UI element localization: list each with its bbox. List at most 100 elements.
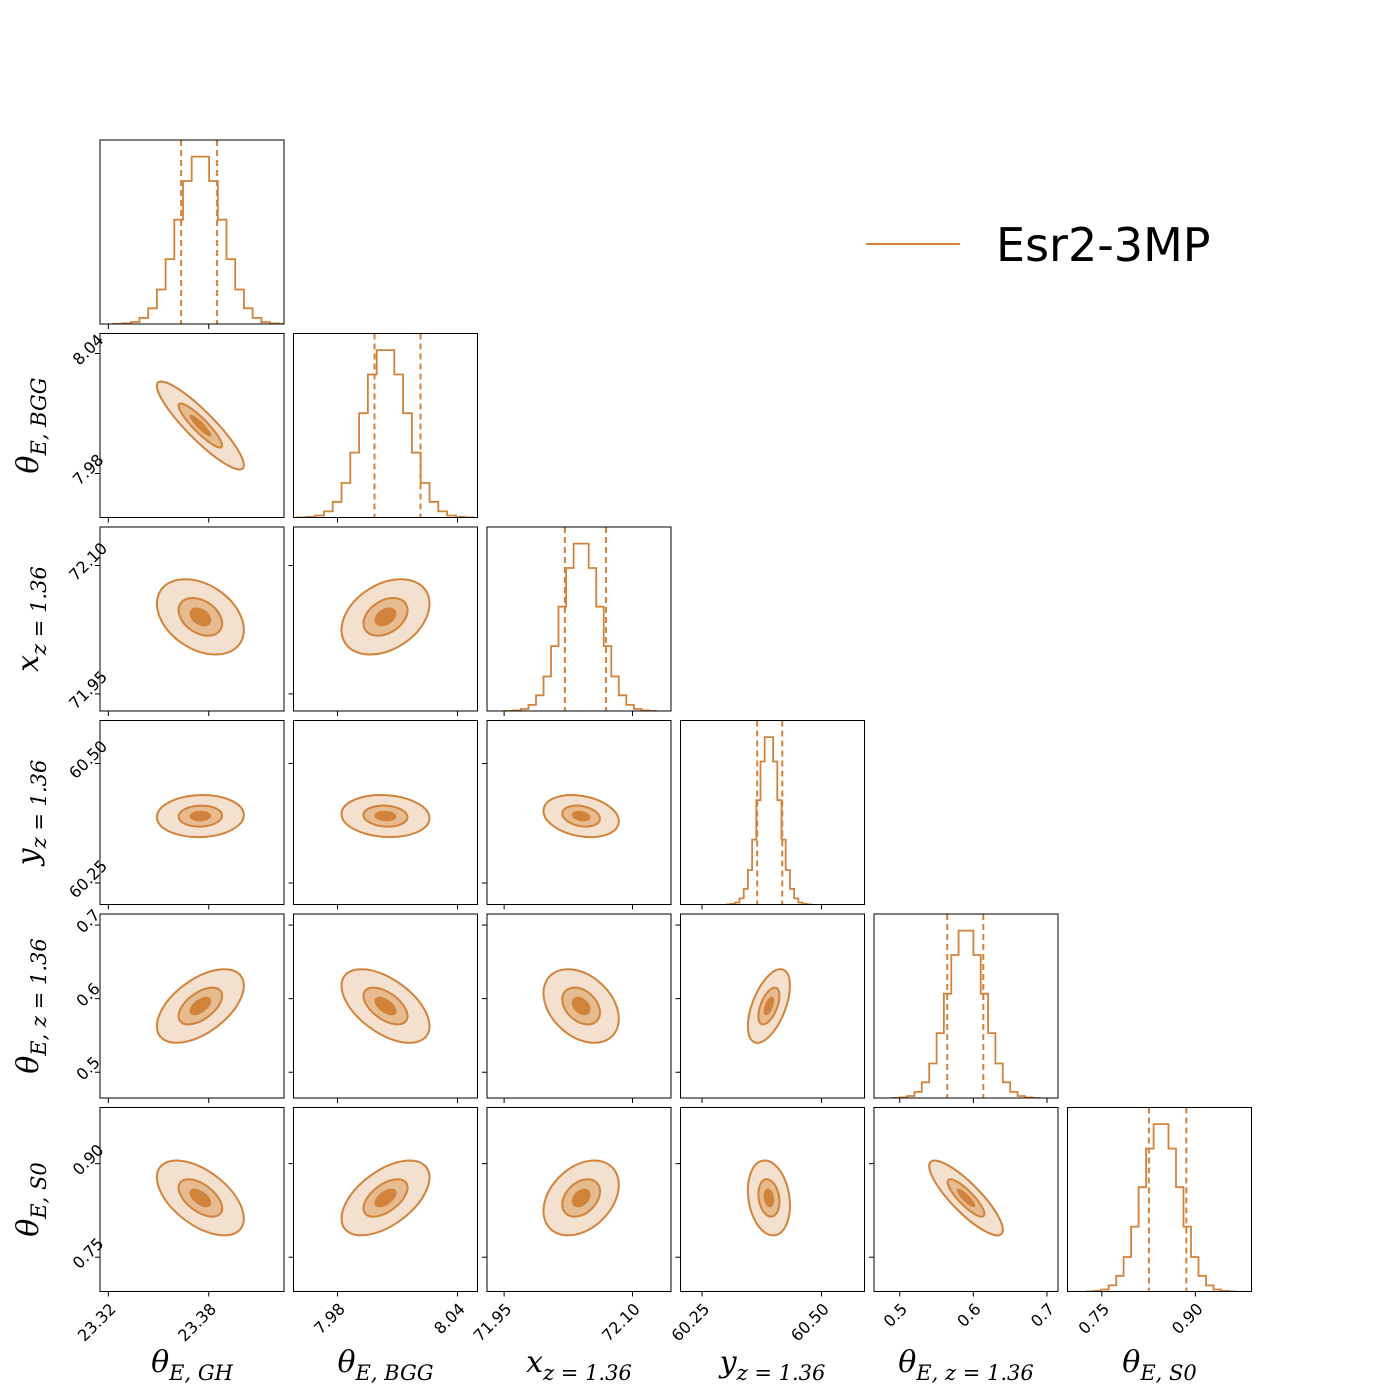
panel-frame [293,526,478,712]
contour-inner-theta_E_BGG-theta_E_S0 [374,1188,397,1208]
x-axis-label-sub-theta_E_S0: E, S0 [1139,1361,1196,1385]
panel-theta_E_BGG-vs-theta_E_BGG [293,333,478,523]
x-tick-label-y_z136-0: 60.25 [667,1299,713,1345]
y-axis-label-sub-theta_E_z136: E, z = 1.36 [27,938,51,1056]
panel-frame [99,526,285,712]
panel-content [928,1159,1004,1237]
y-tick-label-theta_E_BGG-0: 7.98 [69,450,108,489]
panel-content [340,968,431,1044]
contour-inner-y_z136-theta_E_S0 [763,1188,775,1208]
x-tick-label-theta_E_GH-1: 23.38 [174,1299,220,1345]
panel-frame [680,913,865,1099]
y-axis-label-theta_E_z136: θE, z = 1.36 [11,938,51,1074]
panel-frame [1067,1107,1252,1292]
x-tick-label-theta_E_z136-0: 0.5 [880,1299,911,1330]
x-tick-label-theta_E_z136-2: 0.7 [1027,1299,1058,1330]
panel-frame [873,913,1059,1099]
panel-theta_E_S0-vs-theta_E_BGG: 7.98 8.04 θE, BGG [288,1107,478,1385]
y-axis-label-sub-y_z136: z = 1.36 [27,760,51,850]
panel-content [155,1159,245,1237]
x-tick-label-theta_E_BGG-1: 8.04 [430,1299,469,1338]
panel-theta_E_z136-vs-theta_E_GH: 0.5 0.6 0.7 θE, z = 1.36 [11,905,285,1103]
x-tick-label-x_z136-1: 72.10 [598,1299,644,1345]
x-axis-label-x_z136: xz = 1.36 [526,1345,632,1385]
panel-content [340,578,431,656]
panel-x_z136-vs-theta_E_GH: 71.95 72.10 xz = 1.36 [11,526,285,716]
y-tick-label-y_z136-1: 60.50 [65,737,111,783]
panel-theta_E_GH-vs-theta_E_GH [99,139,285,329]
panel-content [746,1159,791,1237]
panel-frame [873,1107,1059,1292]
panel-frame [99,913,285,1099]
x-tick-label-theta_E_S0-1: 0.90 [1168,1299,1207,1338]
panel-frame [486,913,672,1099]
histogram-theta_E_BGG [296,349,475,518]
contour-inner-x_z136-theta_E_S0 [571,1188,591,1208]
contour-inner-theta_E_BGG-x_z136 [374,607,397,627]
y-axis-label-theta_E_S0: θE, S0 [11,1162,51,1237]
panel-content [542,968,620,1044]
y-axis-label-sub-theta_E_S0: E, S0 [27,1162,51,1219]
panel-theta_E_z136-vs-x_z136 [482,913,672,1103]
y-tick-label-theta_E_z136-1: 0.6 [72,979,103,1010]
histogram-y_z136 [726,736,812,905]
y-tick-label-theta_E_BGG-1: 8.04 [69,330,108,369]
panel-y_z136-vs-y_z136 [680,720,865,910]
x-axis-label-theta_E_S0: θE, S0 [1122,1345,1197,1385]
panel-content [155,380,245,471]
panel-theta_E_S0-vs-theta_E_S0: 0.75 0.90 θE, S0 [1067,1107,1252,1385]
legend-label: Esr2-3MP [996,218,1211,272]
contour-inner-theta_E_GH-theta_E_S0 [189,1188,212,1208]
panel-content [340,1159,431,1237]
x-axis-label-theta_E_GH: θE, GH [151,1345,234,1385]
panel-content [296,333,475,518]
y-tick-label-y_z136-0: 60.25 [65,856,111,902]
x-axis-label-sub-y_z136: z = 1.36 [736,1361,826,1385]
panel-content [726,720,812,905]
panel-content [746,968,791,1044]
panel-theta_E_BGG-vs-theta_E_GH: 7.98 8.04 θE, BGG [11,330,285,523]
panel-content [1085,1107,1237,1292]
panel-x_z136-vs-theta_E_BGG [288,526,478,716]
contour-inner-theta_E_z136-theta_E_S0 [956,1188,976,1208]
panel-x_z136-vs-x_z136 [486,526,672,716]
panel-content [155,794,245,839]
histogram-theta_E_z136 [891,929,1041,1098]
panel-frame [293,1107,478,1292]
y-tick-label-x_z136-0: 71.95 [65,667,111,713]
panel-frame [293,913,478,1099]
x-tick-label-theta_E_GH-0: 23.32 [74,1299,120,1345]
x-tick-label-theta_E_z136-1: 0.6 [953,1299,984,1330]
contour-inner-theta_E_GH-theta_E_BGG [189,414,212,437]
panel-frame [99,333,285,518]
y-tick-label-theta_E_S0-1: 0.90 [69,1140,108,1179]
contour-inner-x_z136-y_z136 [571,810,591,822]
panel-content [112,140,284,324]
contour-inner-theta_E_BGG-y_z136 [374,810,397,822]
panel-content [542,794,620,839]
panel-theta_E_z136-vs-theta_E_z136 [873,913,1059,1103]
panel-frame [680,1107,865,1292]
histogram-theta_E_S0 [1085,1123,1237,1292]
panel-frame [99,139,285,325]
x-axis-label-sub-theta_E_GH: E, GH [168,1361,233,1385]
y-tick-label-theta_E_z136-2: 0.7 [72,905,103,936]
y-axis-label-theta_E_BGG: θE, BGG [11,377,51,473]
panel-frame [680,720,865,905]
panel-content [542,1159,620,1237]
panel-frame [99,720,285,905]
panel-frame [293,333,478,518]
y-tick-label-theta_E_S0-0: 0.75 [69,1234,108,1273]
panel-content [340,794,431,839]
x-axis-label-sub-theta_E_BGG: E, BGG [355,1361,434,1385]
panel-theta_E_z136-vs-theta_E_BGG [288,913,478,1103]
x-axis-label-sub-x_z136: z = 1.36 [542,1361,632,1385]
panel-frame [486,526,672,712]
legend: Esr2-3MP [866,218,1211,272]
panel-content [155,968,245,1044]
